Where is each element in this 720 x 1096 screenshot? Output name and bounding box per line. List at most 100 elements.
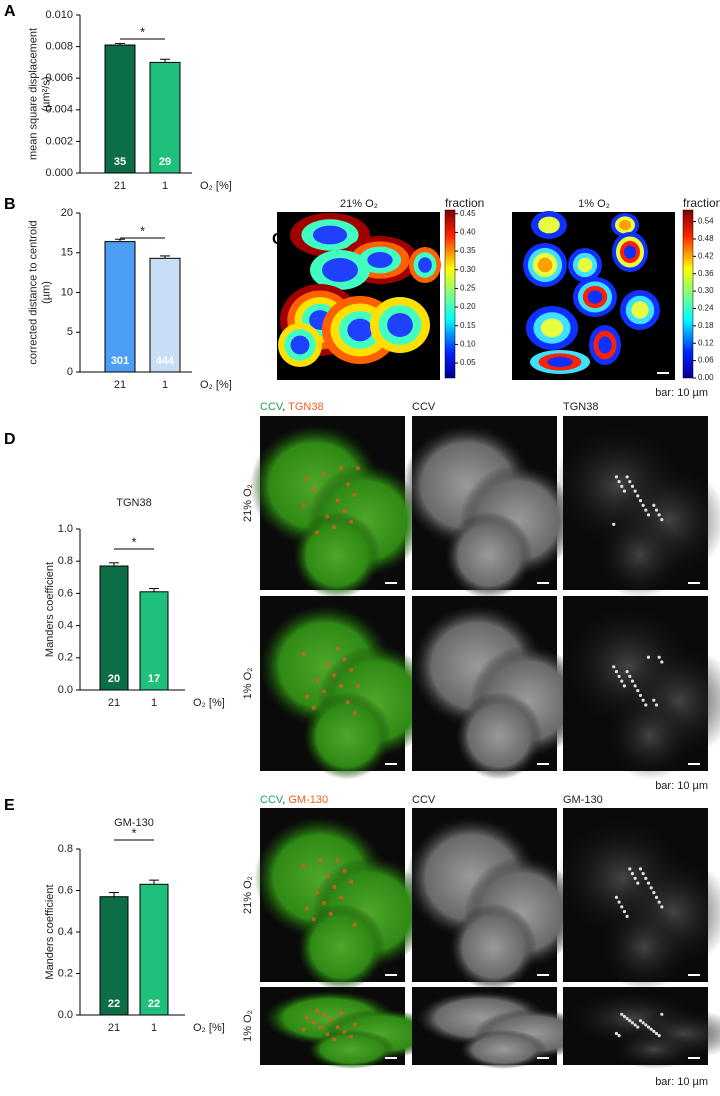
colorbar-tick-label: 0.15 [460,321,476,330]
golgi-signal [352,922,357,927]
cell [449,903,537,991]
y-tick-label: 1.0 [58,523,73,535]
y-axis-label: corrected distance to centroid [27,220,39,364]
golgi-signal [304,906,309,911]
y-axis-label: (µm) [40,281,52,304]
colorbar-label: fraction [445,196,484,210]
chart-title: TGN38 [116,497,151,509]
golgi-signal [321,901,326,906]
golgi-signal [617,674,621,678]
cell [600,903,688,991]
golgi-signal [352,492,357,497]
cell-region [418,257,432,273]
golgi-signal [335,858,340,863]
bar [99,565,129,691]
golgi-signal [633,489,637,493]
golgi-signal [332,884,337,889]
golgi-signal [654,895,659,899]
golgi-signal [638,1019,643,1023]
golgi-signal [339,466,344,471]
cell [293,511,381,599]
golgi-signal [620,905,624,909]
x-tick-label: 1 [162,379,168,391]
y-tick-label: 15 [61,247,73,259]
micro-scale-bar [537,582,549,584]
golgi-signal [345,482,350,487]
golgi-signal [628,1019,632,1023]
y-axis-label: Manders coefficient [44,884,56,979]
merge-header-part: , [282,794,288,806]
golgi-signal [646,881,651,885]
golgi-signal [339,895,344,900]
colorbar-label: fraction [683,196,720,210]
n-label: 301 [111,355,129,367]
golgi-signal [335,1025,340,1030]
micro-scale-bar [385,1057,397,1059]
golgi-signal [342,868,347,873]
golgi-signal [646,1025,651,1029]
golgi-signal [352,711,357,716]
golgi-signal [654,1031,659,1036]
golgi-signal [641,698,645,702]
colorbar [444,209,456,379]
y-tick-label: 0.000 [45,167,73,179]
golgi-signal [660,905,664,909]
n-label: 20 [108,673,120,685]
y-tick-label: 0.2 [58,967,73,979]
micro-scale-bar [385,582,397,584]
colorbar-tick-label: 0.12 [698,338,714,347]
cell [606,692,694,780]
colorbar-tick-label: 0.05 [460,358,476,367]
significance-star: * [131,825,136,840]
cell [455,692,543,780]
cell-region [367,252,393,268]
golgi-signal [644,703,648,707]
y-tick-label: 10 [61,286,73,298]
bar [149,257,181,373]
golgi-signal [352,1022,357,1027]
golgi-signal [633,1023,637,1027]
y-tick-label: 0.0 [58,1009,73,1021]
golgi-signal [335,498,340,503]
golgi-signal [630,872,635,876]
golgi-signal [622,1014,627,1019]
cell [596,511,684,599]
heatmap-title: 1% O₂ [578,198,610,210]
micro-scale-bar [688,974,700,976]
golgi-signal [614,1031,619,1036]
merge-header: CCV, TGN38 [260,401,324,413]
golgi-signal [335,646,340,651]
panel-letter: D [4,431,16,448]
golgi-signal [657,513,661,517]
colorbar-tick-label: 0.42 [698,251,714,260]
golgi-signal [325,514,330,519]
y-tick-label: 0 [67,366,73,378]
cell [610,1029,698,1069]
cell-region [312,225,348,245]
golgi-signal [342,1030,347,1034]
y-tick-label: 0.002 [45,135,73,147]
golgi-signal [349,879,354,884]
micro-scale-bar [688,763,700,765]
golgi-signal [622,489,627,493]
golgi-signal [633,684,637,688]
x-axis-label: O₂ [%] [193,1022,225,1034]
y-axis-label: Manders coefficient [44,562,56,657]
golgi-signal [617,900,621,904]
golgi-signal [311,1020,316,1025]
golgi-signal [630,679,635,683]
y-tick-label: 0.4 [58,620,73,632]
cell-region [537,257,553,273]
heatmap-title: 21% O₂ [340,198,378,210]
merge-header-part: , [282,401,288,413]
golgi-signal [636,1025,640,1029]
golgi-signal [614,669,619,674]
x-tick-label: 1 [162,180,168,192]
cell-region [577,257,593,273]
n-label: 444 [156,355,175,367]
golgi-signal [301,503,306,508]
merge-header-part: CCV [260,794,284,806]
merge-header-part: CCV [260,401,284,413]
golgi-signal [342,509,347,514]
merge-header-part: TGN38 [288,401,323,413]
